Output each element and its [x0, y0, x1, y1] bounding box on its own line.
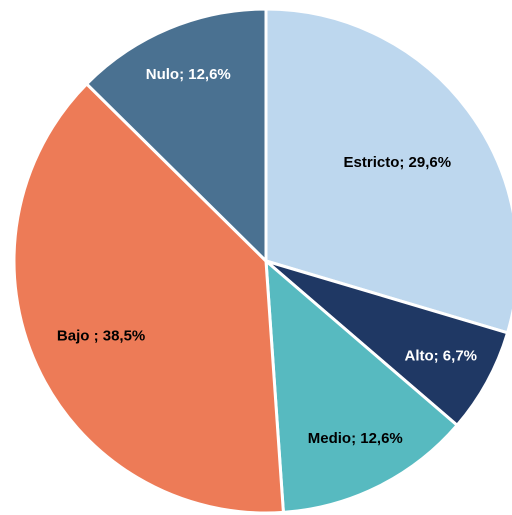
data-label: Bajo ; 38,5% — [57, 328, 145, 345]
pie-slice — [85, 7, 268, 263]
data-label: Alto; 6,7% — [404, 347, 477, 364]
pie-slice — [264, 7, 512, 335]
data-label: Nulo; 12,6% — [146, 66, 231, 83]
data-label: Estricto; 29,6% — [344, 154, 452, 171]
data-label: Medio; 12,6% — [308, 430, 403, 447]
pie-slice — [12, 82, 285, 515]
pie-slice — [264, 259, 459, 514]
pie-slice — [264, 259, 510, 427]
